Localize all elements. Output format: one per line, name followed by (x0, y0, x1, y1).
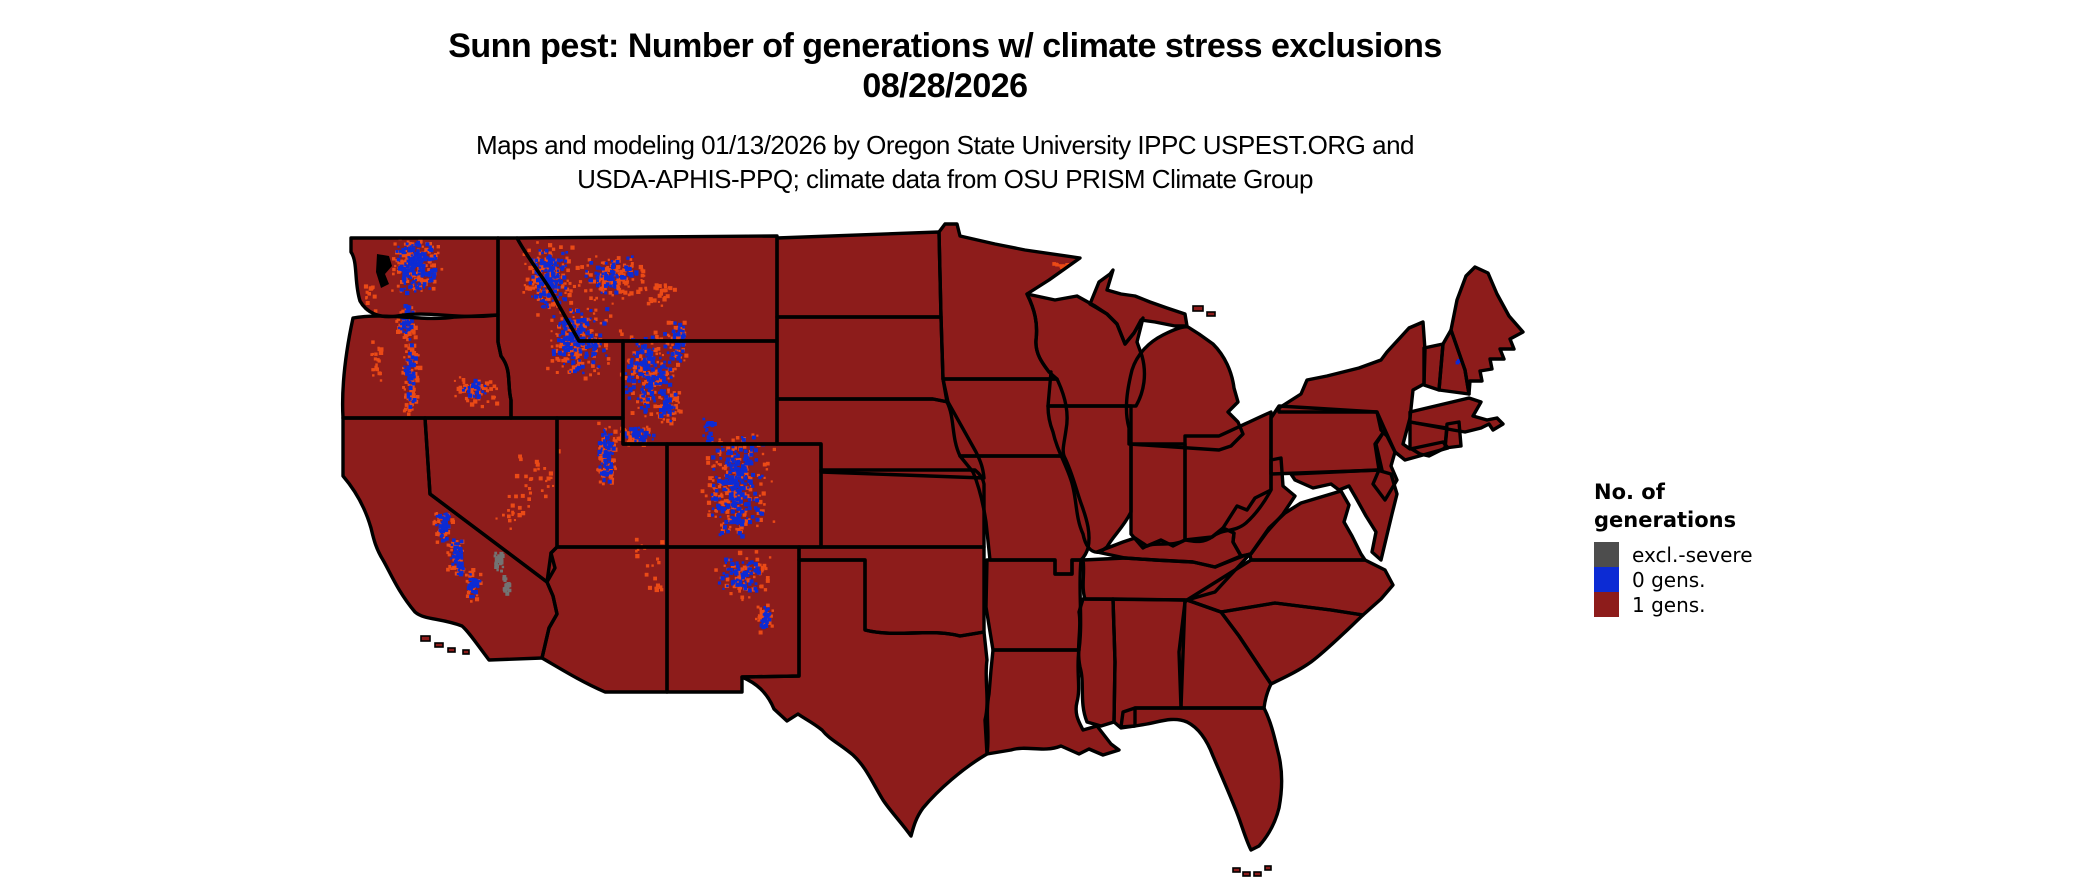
legend-swatch-0-gens (1594, 567, 1619, 592)
header: Sunn pest: Number of generations w/ clim… (0, 0, 1890, 196)
legend-title-line2: generations (1594, 508, 1737, 532)
map-subtitle-line2: USDA-APHIS-PPQ; climate data from OSU PR… (577, 164, 1313, 194)
us-map (340, 222, 1525, 877)
map-title-date: 08/28/2026 (862, 67, 1028, 105)
channel-island (447, 647, 456, 653)
channel-island (434, 642, 444, 648)
legend-label-excl-severe: excl.-severe (1632, 542, 1753, 567)
raster-speckle-layer (363, 236, 1462, 635)
legend: No. of generations excl.-severe 0 gens. … (1594, 478, 1753, 617)
legend-item-excl-severe: excl.-severe (1594, 542, 1753, 567)
florida-key (1242, 871, 1251, 877)
legend-label-1-gens: 1 gens. (1632, 592, 1706, 617)
channel-island (420, 635, 431, 642)
legend-items: excl.-severe 0 gens. 1 gens. (1594, 542, 1753, 617)
lake-huron-island (1206, 311, 1216, 317)
lake-huron-island (1192, 305, 1204, 312)
legend-item-1-gens: 1 gens. (1594, 592, 1753, 617)
legend-swatch-1-gens (1594, 592, 1619, 617)
puget-sound (376, 254, 392, 288)
legend-swatch-excl-severe (1594, 542, 1619, 567)
florida-key (1232, 867, 1241, 873)
legend-item-0-gens: 0 gens. (1594, 567, 1753, 592)
florida-key (1264, 865, 1272, 871)
us-map-figure (335, 222, 1575, 882)
coastal-details (376, 254, 1272, 877)
channel-island (462, 649, 470, 655)
florida-key (1253, 871, 1262, 877)
map-subtitle-line1: Maps and modeling 01/13/2026 by Oregon S… (475, 130, 1415, 160)
legend-title-line1: No. of (1594, 480, 1665, 504)
legend-label-0-gens: 0 gens. (1632, 567, 1706, 592)
map-title-line1: Sunn pest: Number of generations w/ clim… (448, 27, 1442, 65)
